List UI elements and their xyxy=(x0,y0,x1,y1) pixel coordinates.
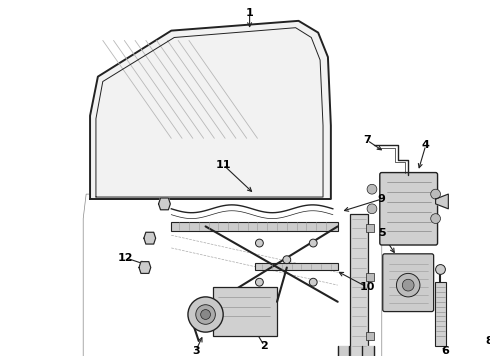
Text: 2: 2 xyxy=(260,341,268,351)
Polygon shape xyxy=(139,262,151,273)
Circle shape xyxy=(367,204,377,214)
Circle shape xyxy=(367,184,377,194)
Circle shape xyxy=(309,239,317,247)
Circle shape xyxy=(431,189,441,199)
Text: 10: 10 xyxy=(359,282,375,292)
Polygon shape xyxy=(90,21,331,199)
Circle shape xyxy=(196,305,215,324)
Text: 5: 5 xyxy=(378,228,386,238)
FancyBboxPatch shape xyxy=(254,263,338,270)
Polygon shape xyxy=(362,346,374,360)
FancyBboxPatch shape xyxy=(172,221,338,231)
Polygon shape xyxy=(338,346,349,360)
FancyBboxPatch shape xyxy=(366,273,374,281)
Circle shape xyxy=(283,256,291,264)
Circle shape xyxy=(431,214,441,224)
Polygon shape xyxy=(436,194,448,209)
Circle shape xyxy=(309,278,317,286)
Circle shape xyxy=(436,265,445,274)
Circle shape xyxy=(402,279,414,291)
Polygon shape xyxy=(144,232,156,244)
Text: 7: 7 xyxy=(363,135,371,145)
Text: 3: 3 xyxy=(192,346,199,356)
Text: 8: 8 xyxy=(486,336,490,346)
FancyBboxPatch shape xyxy=(435,282,446,346)
FancyBboxPatch shape xyxy=(383,254,434,311)
Text: 1: 1 xyxy=(246,8,253,18)
Circle shape xyxy=(255,239,263,247)
FancyBboxPatch shape xyxy=(214,287,277,336)
Circle shape xyxy=(201,310,211,319)
Circle shape xyxy=(188,297,223,332)
FancyBboxPatch shape xyxy=(380,172,438,245)
Text: 4: 4 xyxy=(422,140,430,150)
FancyBboxPatch shape xyxy=(366,332,374,340)
FancyBboxPatch shape xyxy=(350,214,368,360)
Circle shape xyxy=(255,278,263,286)
Text: 11: 11 xyxy=(216,160,231,170)
Text: 9: 9 xyxy=(378,194,386,204)
Circle shape xyxy=(396,273,420,297)
Text: 12: 12 xyxy=(118,253,133,263)
Text: 6: 6 xyxy=(441,346,449,356)
FancyBboxPatch shape xyxy=(366,224,374,232)
Polygon shape xyxy=(159,198,171,210)
